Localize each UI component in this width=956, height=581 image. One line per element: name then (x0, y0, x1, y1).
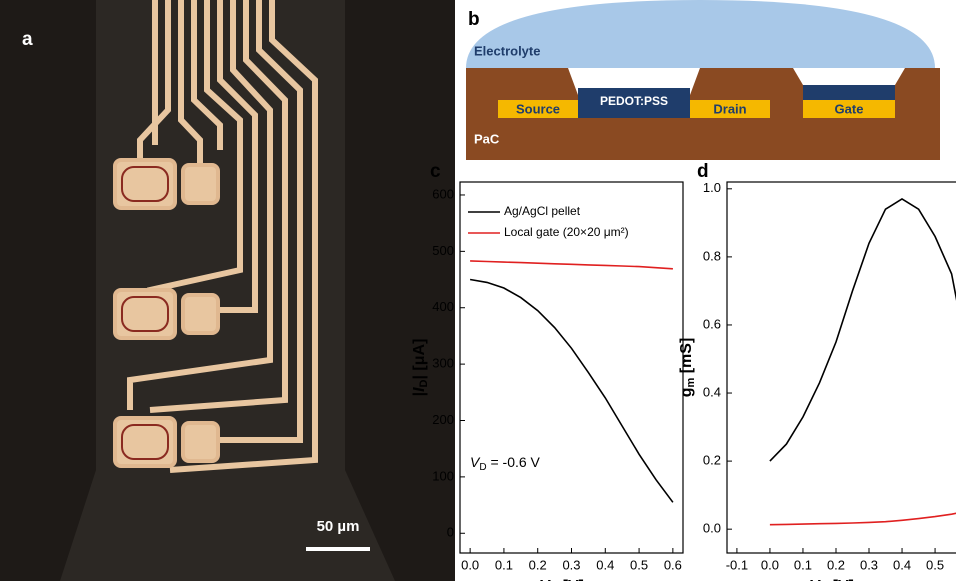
x-tick-label: -0.1 (726, 557, 748, 572)
panel-label: c (430, 161, 441, 182)
electrode-label: Gate (835, 101, 864, 116)
figure: a 50 µm b Electrolyte PaC PEDOT:PSS Sour… (0, 0, 956, 581)
series-line (770, 512, 956, 525)
x-tick-label: 0.2 (529, 557, 547, 572)
page: a 50 µm b Electrolyte PaC PEDOT:PSS Sour… (0, 0, 956, 581)
y-tick-label: 0.4 (703, 384, 721, 399)
x-tick-label: 0.3 (562, 557, 580, 572)
x-tick-label: 0.3 (860, 557, 878, 572)
y-tick-label: 0.8 (703, 248, 721, 263)
annotation-part: = -0.6 V (487, 454, 541, 470)
annotation: VD = -0.6 V (470, 454, 541, 473)
scale-bar-label: 50 µm (317, 518, 360, 535)
series-line (770, 199, 956, 461)
y-tick-label: 400 (432, 299, 454, 314)
x-tick-label: 0.4 (893, 557, 911, 572)
y-axis-label-part: m (685, 378, 697, 388)
legend-label: Local gate (20×20 μm²) (504, 225, 629, 239)
x-tick-label: 0.5 (630, 557, 648, 572)
y-axis-label-part: [mS] (678, 338, 695, 378)
y-axis-label: |ID| [μA] (411, 339, 430, 397)
y-tick-label: 600 (432, 186, 454, 201)
micrograph: a 50 µm (0, 0, 455, 581)
layer-label: PaC (474, 131, 500, 146)
legend-label: Ag/AgCl pellet (504, 204, 581, 218)
plot-frame (727, 182, 956, 553)
panel-label: b (468, 9, 480, 30)
annotation-part: D (479, 462, 486, 473)
x-tick-label: 0.2 (827, 557, 845, 572)
x-tick-label: 0.6 (664, 557, 682, 572)
layer-label: PEDOT:PSS (600, 94, 668, 108)
x-tick-label: 0.5 (926, 557, 944, 572)
electrode-label: Drain (713, 101, 746, 116)
cross-section: b Electrolyte PaC PEDOT:PSS Source Drain… (466, 0, 940, 160)
y-tick-label: 0.2 (703, 453, 721, 468)
panel-label: d (697, 161, 709, 182)
y-tick-label: 0.6 (703, 316, 721, 331)
x-tick-label: 0.1 (794, 557, 812, 572)
y-tick-label: 0 (447, 525, 454, 540)
y-tick-label: 200 (432, 412, 454, 427)
y-tick-label: 500 (432, 243, 454, 258)
panel-label: a (22, 29, 33, 50)
series-line (470, 261, 673, 269)
x-tick-label: 0.0 (461, 557, 479, 572)
y-tick-label: 1.0 (703, 180, 721, 195)
x-tick-label: 0.0 (761, 557, 779, 572)
y-axis-label-part: D (418, 379, 430, 387)
y-tick-label: 100 (432, 468, 454, 483)
y-axis-label: gm [mS] (678, 338, 697, 398)
x-tick-label: 0.4 (596, 557, 614, 572)
y-tick-label: 0.0 (703, 521, 721, 536)
layer-label: Electrolyte (474, 43, 540, 58)
y-axis-label-part: g (678, 388, 695, 398)
x-tick-label: 0.1 (495, 557, 513, 572)
y-tick-label: 300 (432, 356, 454, 371)
electrode-label: Source (516, 101, 560, 116)
y-axis-label-part: | [μA] (411, 339, 428, 380)
